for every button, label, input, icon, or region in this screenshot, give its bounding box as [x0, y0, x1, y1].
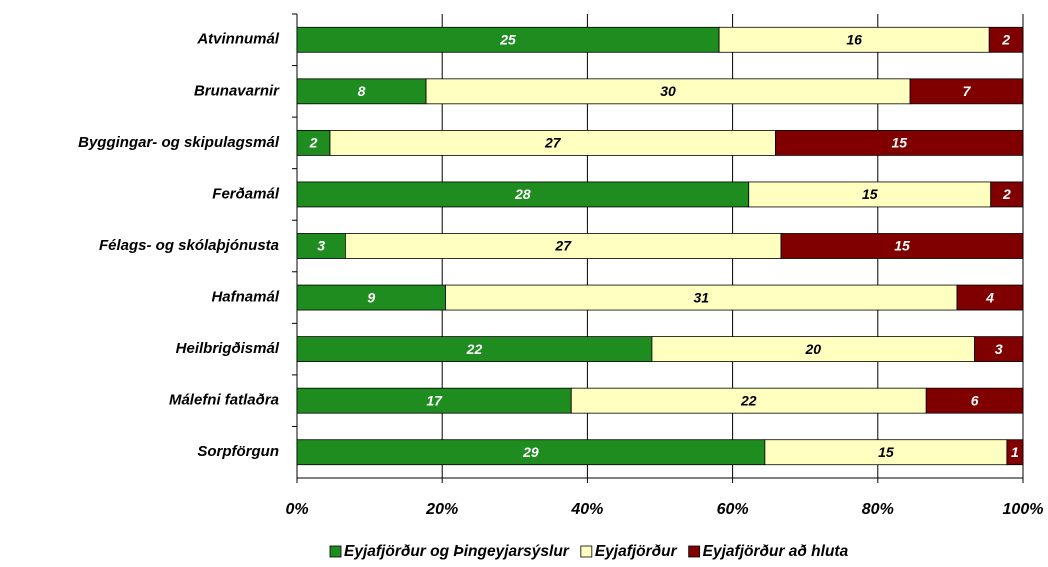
legend-label: Eyjafjörður: [595, 543, 678, 560]
value-label: 4: [985, 289, 994, 305]
x-tick-label: 0%: [285, 501, 308, 518]
value-label: 15: [862, 186, 878, 202]
x-tick-label: 20%: [425, 501, 458, 518]
bar-segment: [974, 336, 1024, 363]
bar-segment: [570, 387, 927, 414]
value-label: 27: [554, 238, 572, 254]
value-label: 3: [995, 341, 1003, 357]
bar-segment: [296, 129, 331, 156]
value-label: 25: [499, 31, 516, 47]
value-label: 2: [1001, 31, 1010, 47]
value-label: 7: [963, 83, 972, 99]
bar-segment: [956, 284, 1024, 311]
category-label: Byggingar- og skipulagsmál: [78, 134, 280, 151]
legend-label: Eyjafjörður og Þingeyjarsýslur: [344, 543, 570, 560]
value-label: 20: [804, 341, 821, 357]
value-label: 9: [367, 289, 375, 305]
bar-segment: [296, 181, 750, 208]
value-label: 2: [309, 135, 318, 151]
legend-label: Eyjafjörður að hluta: [703, 543, 849, 560]
x-tick-label: 40%: [570, 501, 603, 518]
legend-swatch: [580, 545, 593, 558]
category-label: Sorpförgun: [197, 443, 279, 460]
value-label: 16: [846, 31, 862, 47]
bar-segment: [990, 181, 1024, 208]
value-label: 8: [358, 83, 366, 99]
bar-segment: [780, 233, 1024, 259]
bar-segment: [988, 26, 1024, 53]
value-label: 30: [660, 83, 676, 99]
bar-segment: [296, 78, 427, 105]
value-label: 6: [971, 392, 979, 408]
value-label: 15: [891, 135, 907, 151]
bar-segment: [296, 233, 346, 259]
x-tick-label: 100%: [1003, 501, 1044, 518]
value-label: 2: [1002, 186, 1011, 202]
bar-segment: [748, 181, 992, 208]
category-label: Atvinnumál: [196, 31, 280, 48]
category-label: Ferðamál: [212, 185, 280, 202]
bar-segment: [425, 78, 911, 105]
category-label: Heilbrigðismál: [176, 340, 280, 357]
category-label: Brunavarnir: [194, 82, 280, 99]
value-label: 15: [878, 444, 894, 460]
bar-segment: [296, 387, 572, 414]
x-tick-label: 60%: [717, 501, 749, 518]
bar-segment: [296, 439, 766, 466]
bar-segment: [1006, 439, 1024, 466]
value-label: 27: [544, 135, 562, 151]
value-label: 28: [514, 186, 531, 202]
value-label: 22: [466, 341, 483, 357]
legend-swatch: [329, 545, 342, 558]
category-label: Félags- og skólaþjónusta: [99, 237, 279, 254]
value-label: 15: [894, 238, 910, 254]
bar-segment: [344, 233, 782, 259]
category-label: Hafnamál: [211, 289, 279, 306]
bar-segment: [775, 129, 1024, 156]
value-label: 29: [522, 444, 539, 460]
value-label: 1: [1011, 444, 1019, 460]
bar-segment: [925, 387, 1024, 414]
category-label: Málefni fatlaðra: [169, 392, 279, 409]
value-label: 17: [426, 392, 443, 408]
bar-segment: [909, 78, 1024, 105]
value-label: 22: [740, 392, 757, 408]
value-label: 31: [693, 289, 709, 305]
bar-segment: [651, 336, 976, 363]
x-tick-label: 80%: [862, 501, 894, 518]
bar-segment: [329, 129, 776, 156]
bar-segment: [296, 336, 653, 363]
legend-swatch: [688, 545, 701, 558]
value-label: 3: [317, 238, 325, 254]
